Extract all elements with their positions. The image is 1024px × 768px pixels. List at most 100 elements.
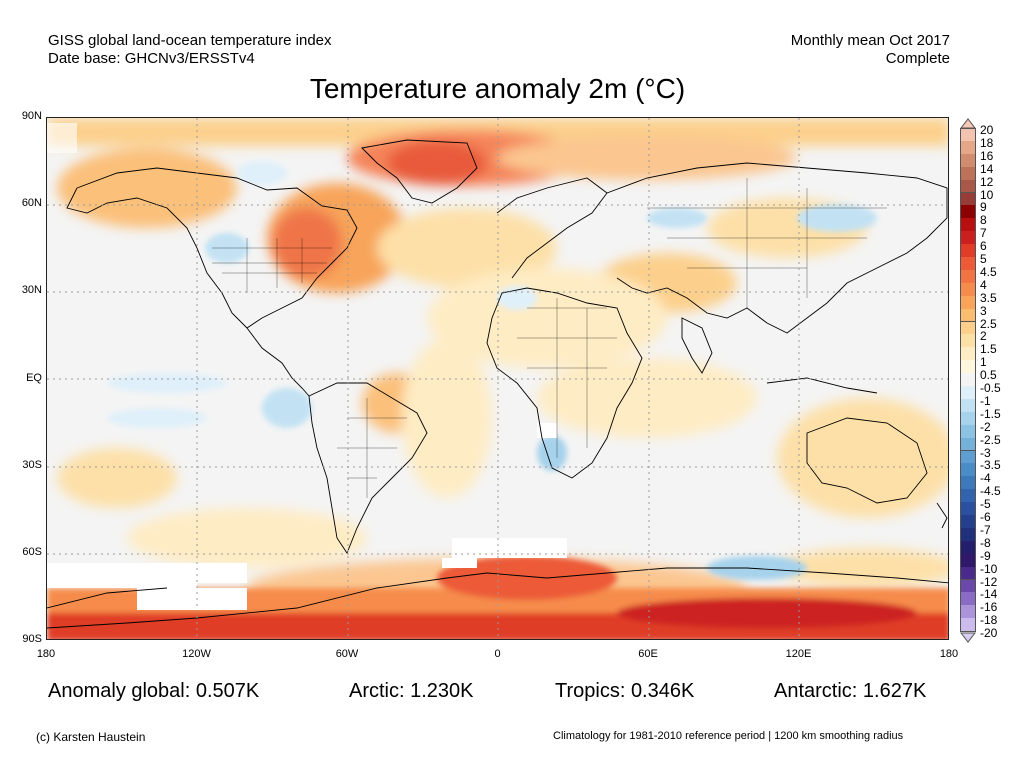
colorbar-tick-label: 2 bbox=[980, 329, 987, 344]
colorbar-segment bbox=[960, 398, 976, 413]
colorbar-segment bbox=[960, 244, 976, 258]
colorbar-tick-label: -8 bbox=[980, 535, 991, 550]
colorbar-segment bbox=[960, 192, 976, 207]
colorbar-segment bbox=[960, 592, 976, 607]
data-base: Date base: GHCNv3/ERSSTv4 bbox=[48, 50, 255, 67]
colorbar-tick-label: -7 bbox=[980, 522, 991, 537]
colorbar-tick-label: -4 bbox=[980, 471, 991, 486]
colorbar-segment bbox=[960, 308, 976, 323]
colorbar-tick-label: -5 bbox=[980, 497, 991, 512]
colorbar-segment bbox=[960, 579, 976, 594]
lon-label: 60W bbox=[335, 648, 359, 660]
lat-label: 90S bbox=[22, 633, 42, 645]
lat-label: EQ bbox=[26, 371, 42, 384]
colorbar-segment bbox=[960, 527, 976, 542]
colorbar-tick-label: -3 bbox=[980, 445, 991, 460]
lon-label: 60E bbox=[638, 648, 658, 660]
colorbar-tick-label: 16 bbox=[980, 148, 994, 163]
temperature-anomaly-map bbox=[46, 117, 949, 640]
lon-label: 0 bbox=[494, 648, 501, 660]
colorbar-segment bbox=[960, 140, 976, 155]
colorbar-tick-label: -6 bbox=[980, 510, 991, 524]
colorbar-tick-label: -1 bbox=[980, 393, 991, 408]
colorbar-tick-label: -0.5 bbox=[980, 381, 1001, 395]
colorbar-tick-label: 6 bbox=[980, 239, 987, 254]
colorbar-tick-label: 12 bbox=[980, 174, 994, 189]
colorbar-segment bbox=[960, 205, 976, 220]
stat-arctic: Arctic: 1.230K bbox=[349, 680, 474, 702]
colorbar-tick-label: -12 bbox=[980, 574, 998, 589]
lat-label: 30S bbox=[22, 458, 42, 471]
colorbar-tick-label: 1 bbox=[980, 355, 987, 370]
colorbar-tick-label: -3.5 bbox=[980, 458, 1001, 473]
colorbar-tick-label: 3.5 bbox=[980, 290, 997, 305]
colorbar-tick-label: 3 bbox=[980, 303, 987, 318]
colorbar-tick-label: -14 bbox=[980, 587, 998, 602]
colorbar-tick-label: 2.5 bbox=[980, 316, 997, 331]
period-label: Monthly mean Oct 2017 bbox=[790, 32, 950, 49]
colorbar-tick-label: -2 bbox=[980, 419, 991, 434]
stat-global: Anomaly global: 0.507K bbox=[48, 680, 260, 702]
colorbar-segment bbox=[960, 282, 976, 297]
colorbar-segment bbox=[960, 553, 976, 568]
lat-label: 30N bbox=[21, 284, 42, 297]
colorbar-tick-label: 7 bbox=[980, 226, 987, 241]
colorbar-tick-label: 14 bbox=[980, 161, 994, 176]
colorbar-segment bbox=[960, 463, 976, 478]
colorbar-tick-label: 4.5 bbox=[980, 264, 997, 279]
colorbar-tick-label: -9 bbox=[980, 548, 991, 563]
colorbar-tick-label: -10 bbox=[980, 561, 998, 576]
colorbar-segment bbox=[960, 411, 976, 426]
colorbar-segment bbox=[960, 360, 976, 375]
colorbar-tick-label: 9 bbox=[980, 200, 987, 215]
dataset-title: GISS global land-ocean temperature index bbox=[48, 32, 332, 49]
colorbar-tick-label: -2.5 bbox=[980, 432, 1001, 447]
lat-label: 90N bbox=[21, 110, 42, 122]
colorbar-tick-label: 20 bbox=[980, 123, 994, 137]
colorbar-segment bbox=[960, 295, 976, 310]
colorbar-segment bbox=[960, 347, 976, 362]
lon-label: 120E bbox=[785, 648, 812, 660]
colorbar-segment bbox=[960, 450, 976, 465]
colorbar-tick-label: 18 bbox=[980, 135, 994, 150]
colorbar-tick-label: -20 bbox=[980, 626, 998, 641]
colorbar-segment bbox=[960, 618, 976, 633]
colorbar-tick-label: 0.5 bbox=[980, 368, 997, 383]
header-right: Monthly mean Oct 2017 Complete bbox=[791, 32, 950, 68]
colorbar-tick-label: -16 bbox=[980, 600, 998, 615]
copyright: (c) Karsten Haustein bbox=[36, 730, 146, 744]
colorbar-segment bbox=[960, 566, 976, 581]
colorbar-tick-label: 1.5 bbox=[980, 342, 997, 357]
colorbar-segment bbox=[960, 489, 976, 504]
lon-label: 180 bbox=[36, 648, 56, 660]
completeness-label: Complete bbox=[885, 50, 950, 67]
lon-label: 120W bbox=[182, 648, 211, 660]
colorbar-segment bbox=[960, 321, 976, 336]
colorbar-segment bbox=[960, 476, 976, 491]
colorbar-segment bbox=[960, 386, 976, 400]
anomaly-field bbox=[47, 118, 948, 639]
lat-label: 60S bbox=[22, 545, 42, 558]
colorbar-segment bbox=[960, 502, 976, 516]
climatology-note: Climatology for 1981-2010 reference peri… bbox=[553, 730, 904, 742]
colorbar-tick-label: -4.5 bbox=[980, 484, 1001, 499]
colorbar-bottom-arrow bbox=[960, 632, 976, 643]
colorbar-segment bbox=[960, 373, 976, 387]
colorbar-segment bbox=[960, 231, 976, 246]
colorbar-tick-label: 8 bbox=[980, 213, 987, 228]
lon-label: 180 bbox=[939, 648, 959, 660]
colorbar-tick-label: 10 bbox=[980, 187, 994, 202]
colorbar-segment bbox=[960, 179, 976, 194]
colorbar-segment bbox=[960, 166, 976, 181]
colorbar-segment bbox=[960, 269, 976, 284]
colorbar-tick-label: -18 bbox=[980, 613, 998, 628]
header-left: GISS global land-ocean temperature index… bbox=[48, 32, 332, 68]
colorbar-segment bbox=[960, 334, 976, 349]
colorbar-tick-label: -1.5 bbox=[980, 406, 1001, 421]
stat-antarctic: Antarctic: 1.627K bbox=[774, 680, 927, 702]
colorbar-segment bbox=[960, 515, 976, 529]
colorbar-tick-label: 4 bbox=[980, 277, 987, 292]
map-title: Temperature anomaly 2m (°C) bbox=[309, 73, 686, 104]
colorbar-segment bbox=[960, 437, 976, 452]
lat-label: 60N bbox=[21, 197, 42, 210]
